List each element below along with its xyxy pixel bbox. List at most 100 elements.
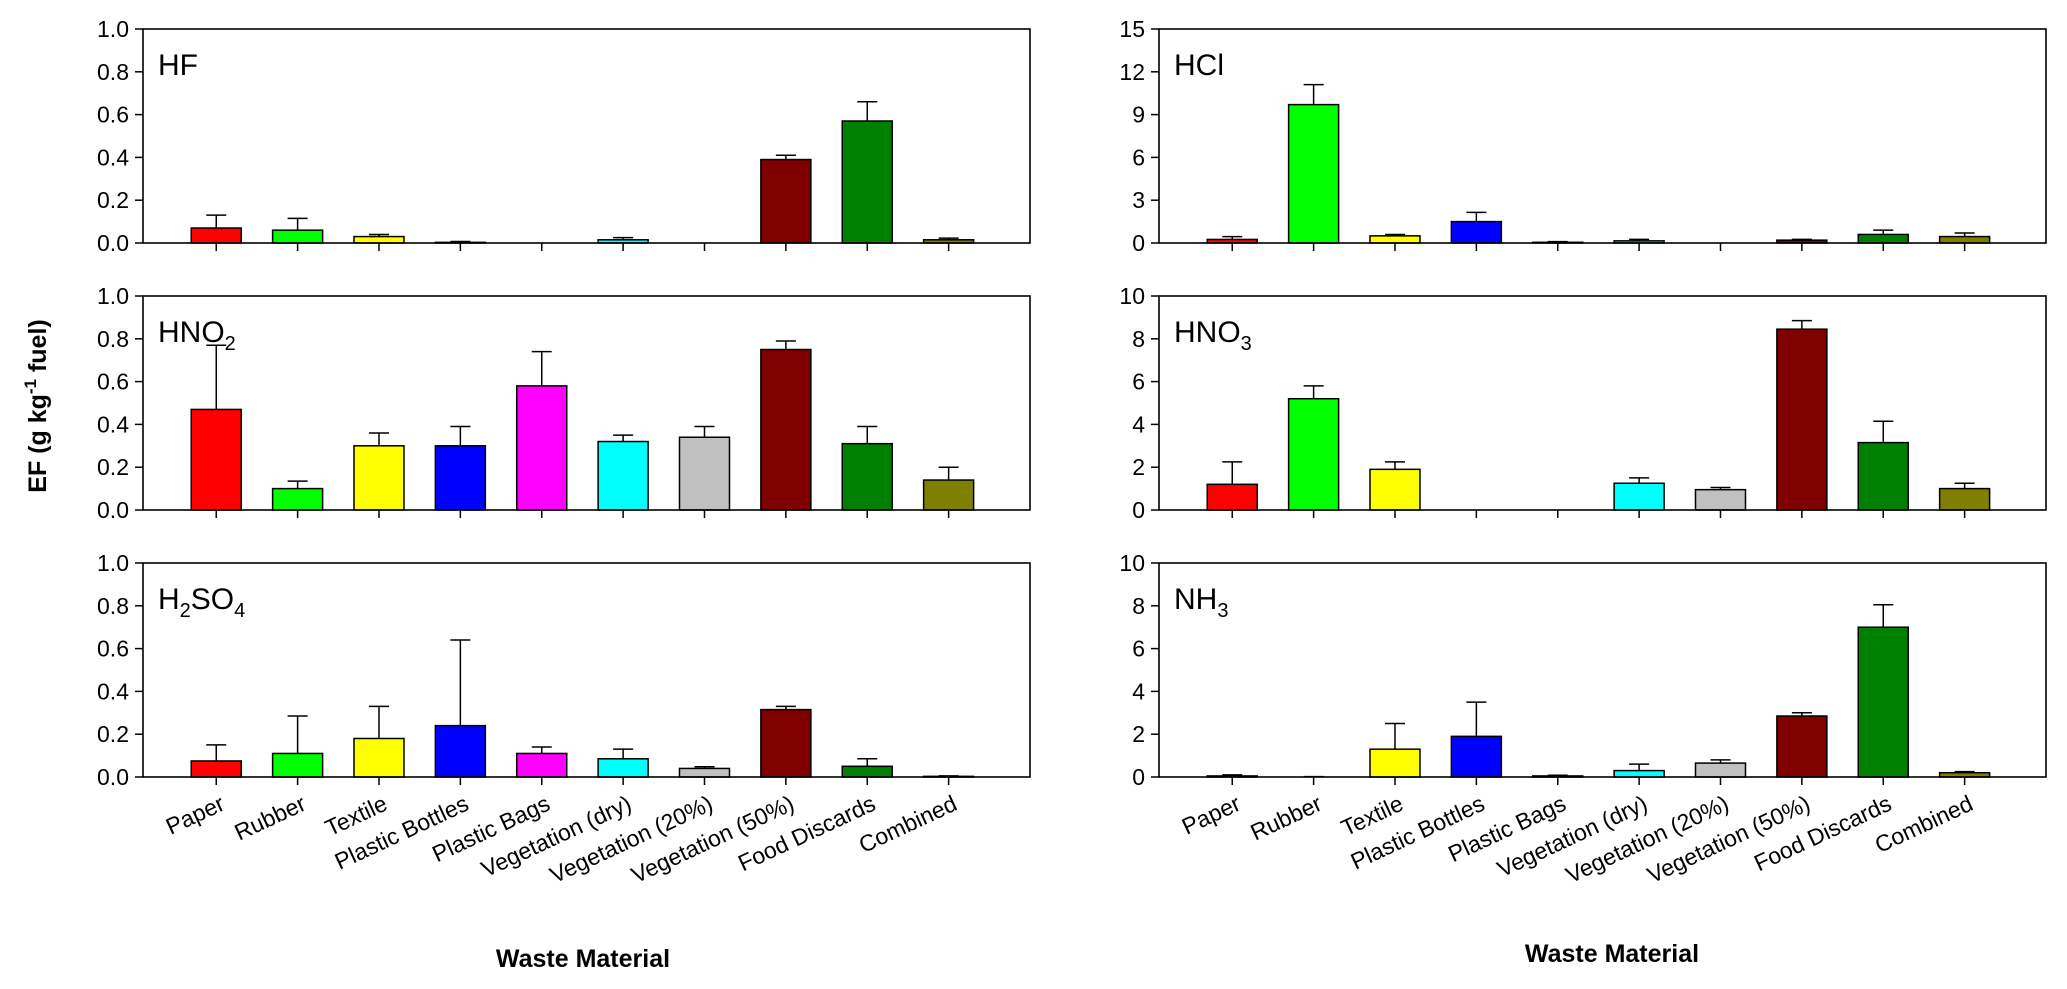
y-tick-label: 8 — [1132, 326, 1145, 352]
panel-label-base: NH — [1174, 583, 1217, 616]
panel-label-base: HNO — [1174, 316, 1241, 349]
bar-plastic-bags — [515, 385, 568, 511]
x-category-label: Rubber — [1246, 790, 1326, 846]
panel-hno2: 0.0 0.2 0.4 0.6 0.8 1.0 HNO2 — [97, 283, 1031, 523]
bar-plastic-bottles — [1450, 735, 1503, 778]
y-tick-label: 8 — [1132, 593, 1145, 619]
panel-hno3: 0 2 4 6 8 10 HNO3 — [1119, 283, 2047, 523]
bar-plastic-bags — [515, 752, 568, 778]
bar-vegetation-dry- — [1613, 482, 1665, 511]
y-tick-label: 10 — [1119, 550, 1145, 576]
plot-frame — [1158, 28, 2047, 244]
y-tick-label: 0.0 — [97, 764, 129, 790]
panel-label: H2SO4 — [158, 583, 245, 622]
chart-panels: 0.0 0.2 0.4 0.6 0.8 1.0 HF 0 3 6 9 12 15 HCl 0.0 0.2 0.4… — [97, 16, 2047, 888]
y-tick-label: 1.0 — [97, 283, 129, 309]
y-tick-label: 0 — [1132, 764, 1145, 790]
bar-textile — [353, 737, 405, 778]
panel-label-subscript: 3 — [1217, 600, 1228, 622]
bar-paper — [1206, 483, 1258, 511]
y-tick-label: 0.6 — [97, 102, 129, 128]
y-axis-title-main: EF (g kg — [24, 394, 52, 493]
x-axis-title-left: Waste Material — [496, 945, 670, 973]
plot-frame — [142, 28, 1031, 244]
bar-vegetation-50- — [760, 158, 812, 244]
plot-frame — [1158, 295, 2047, 511]
panel-label: HCl — [1174, 49, 1224, 82]
y-axis-title: EF (g kg-1 fuel) — [21, 319, 52, 492]
bar-food-discards — [841, 765, 893, 778]
bar-rubber — [271, 229, 324, 244]
y-tick-label: 2 — [1132, 454, 1145, 480]
y-tick-label: 0.8 — [97, 59, 129, 85]
y-tick-label: 0.4 — [97, 144, 129, 170]
y-tick-label: 4 — [1132, 411, 1145, 437]
panel-label: HNO2 — [158, 316, 236, 355]
bar-vegetation-20- — [678, 436, 731, 511]
x-axis-title-right: Waste Material — [1525, 940, 1699, 968]
plot-frame — [1158, 562, 2047, 778]
panel-label-base: HNO — [158, 316, 225, 349]
panel-label: HF — [158, 49, 198, 82]
bar-vegetation-20- — [1694, 762, 1747, 778]
bar-plastic-bottles — [434, 724, 487, 778]
bar-vegetation-20- — [678, 767, 731, 778]
panel-label-subscript: 2 — [180, 600, 191, 622]
bar-vegetation-50- — [1776, 715, 1828, 778]
bar-paper — [190, 227, 242, 244]
y-tick-label: 1.0 — [97, 550, 129, 576]
bar-rubber — [1287, 103, 1340, 244]
y-tick-label: 0.8 — [97, 326, 129, 352]
x-category-label: Paper — [162, 790, 229, 840]
bar-plastic-bottles — [1450, 220, 1503, 244]
panel-label: HNO3 — [1174, 316, 1252, 355]
plot-frame — [142, 562, 1031, 778]
bar-textile — [353, 235, 405, 244]
y-tick-label: 4 — [1132, 678, 1145, 704]
x-category-label: Paper — [1178, 790, 1245, 840]
y-tick-label: 0.6 — [97, 369, 129, 395]
bar-combined — [1938, 235, 1991, 244]
panel-label-base: HF — [158, 49, 198, 82]
bar-vegetation-20- — [1694, 488, 1747, 511]
bar-plastic-bottles — [434, 445, 487, 511]
y-tick-label: 0.2 — [97, 454, 129, 480]
bar-rubber — [271, 752, 324, 778]
bar-vegetation-dry- — [597, 440, 649, 511]
panel-label-mid: SO — [191, 583, 234, 616]
x-category-label: Rubber — [230, 790, 310, 846]
panel-label-subscript: 4 — [234, 600, 245, 622]
y-tick-label: 0.0 — [97, 230, 129, 256]
y-axis-title-superscript: -1 — [21, 379, 40, 394]
y-tick-label: 12 — [1119, 59, 1145, 85]
bar-food-discards — [841, 120, 893, 244]
panel-label-subscript: 2 — [225, 333, 236, 355]
y-tick-label: 10 — [1119, 283, 1145, 309]
y-tick-label: 0.4 — [97, 678, 129, 704]
panel-label-base: H — [158, 583, 180, 616]
panel-label-base: HCl — [1174, 49, 1224, 82]
panel-hf: 0.0 0.2 0.4 0.6 0.8 1.0 HF — [97, 16, 1031, 256]
y-tick-label: 0.4 — [97, 411, 129, 437]
bar-food-discards — [1857, 441, 1909, 511]
bar-vegetation-50- — [760, 348, 812, 511]
bar-combined — [1938, 487, 1991, 511]
y-tick-label: 15 — [1119, 16, 1145, 42]
y-tick-label: 0.0 — [97, 497, 129, 523]
bar-textile — [1369, 748, 1421, 778]
bar-food-discards — [841, 442, 893, 511]
y-tick-label: 0 — [1132, 230, 1145, 256]
y-tick-label: 0.6 — [97, 636, 129, 662]
bar-rubber — [1287, 397, 1340, 511]
y-tick-label: 6 — [1132, 369, 1145, 395]
y-tick-label: 9 — [1132, 102, 1145, 128]
bar-food-discards — [1857, 626, 1909, 778]
y-tick-label: 0.2 — [97, 721, 129, 747]
plot-frame — [142, 295, 1031, 511]
bar-combined — [922, 479, 975, 511]
panel-label-subscript: 3 — [1241, 333, 1252, 355]
bar-vegetation-50- — [760, 708, 812, 778]
bar-vegetation-50- — [1776, 328, 1828, 511]
